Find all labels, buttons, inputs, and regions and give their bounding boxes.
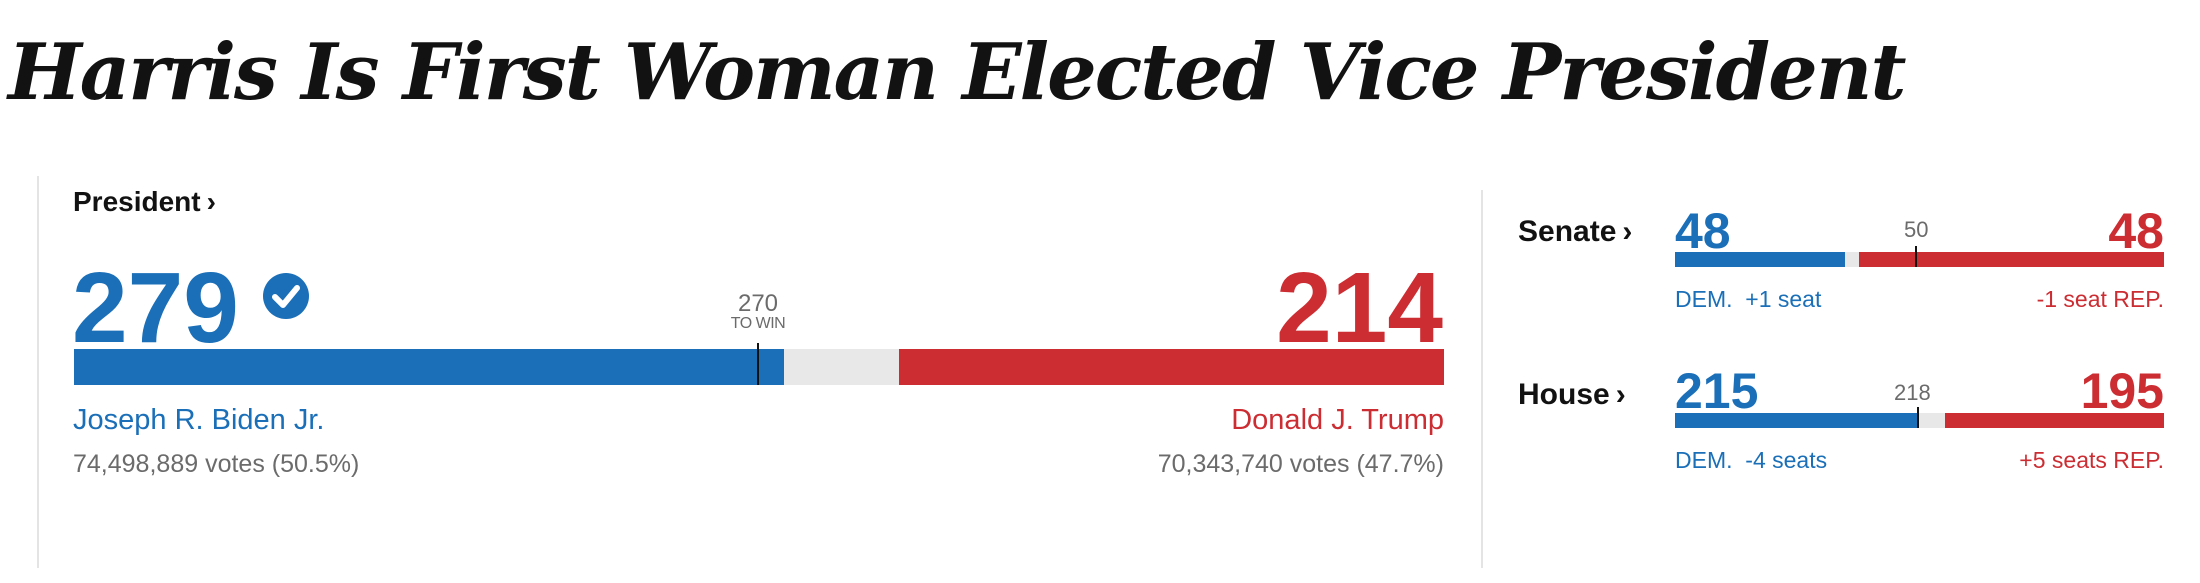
house-rep-change: +5 seats REP. <box>2019 447 2164 474</box>
center-divider <box>1481 190 1483 568</box>
house-dem-seats: 215 <box>1675 363 1759 419</box>
dem-change-value: -4 seats <box>1745 447 1828 473</box>
chevron-right-icon: › <box>206 186 216 217</box>
threshold-text: TO WIN <box>730 315 786 332</box>
rep-candidate-name[interactable]: Donald J. Trump <box>1231 404 1444 436</box>
rep-change-value: +5 seats <box>2019 447 2107 473</box>
house-dem-bar <box>1675 413 1917 428</box>
president-label: President <box>73 186 201 217</box>
senate-link[interactable]: Senate › <box>1518 215 1632 249</box>
dem-electoral-bar <box>74 349 784 385</box>
senate-dem-seats: 48 <box>1675 203 1731 259</box>
rep-vote-count: 70,343,740 votes (47.7%) <box>1157 450 1444 478</box>
threshold-marker <box>757 343 759 385</box>
house-threshold: 218 <box>1894 380 1931 405</box>
dem-change-value: +1 seat <box>1745 286 1822 312</box>
dem-electoral-votes: 279 <box>72 252 239 364</box>
senate-rep-change: -1 seat REP. <box>2037 286 2164 313</box>
rep-electoral-bar <box>899 349 1444 385</box>
threshold-number: 270 <box>737 290 779 317</box>
president-link[interactable]: President › <box>73 186 216 218</box>
dem-vote-count: 74,498,889 votes (50.5%) <box>73 450 360 478</box>
dem-label: DEM. <box>1675 447 1733 473</box>
senate-threshold: 50 <box>1904 217 1929 242</box>
house-rep-bar <box>1945 413 2164 428</box>
senate-dem-bar <box>1675 252 1845 267</box>
headline[interactable]: Harris Is First Woman Elected Vice Presi… <box>8 27 1907 118</box>
chevron-right-icon: › <box>1622 215 1633 248</box>
house-link[interactable]: House › <box>1518 378 1626 412</box>
dem-candidate-name[interactable]: Joseph R. Biden Jr. <box>73 404 325 436</box>
senate-rep-bar <box>1859 252 2164 267</box>
house-bar <box>1675 413 2164 428</box>
house-rep-seats: 195 <box>2080 363 2164 419</box>
senate-rep-seats: 48 <box>2108 203 2164 259</box>
check-circle-icon <box>263 273 309 319</box>
senate-threshold-marker <box>1915 246 1917 267</box>
house-dem-change: DEM. -4 seats <box>1675 447 1827 474</box>
house-threshold-marker <box>1917 407 1919 428</box>
chevron-right-icon: › <box>1615 378 1626 411</box>
senate-dem-change: DEM. +1 seat <box>1675 286 1821 313</box>
dem-label: DEM. <box>1675 286 1733 312</box>
senate-label: Senate <box>1518 215 1617 248</box>
electoral-bar <box>74 349 1444 385</box>
rep-electoral-votes: 214 <box>1276 252 1443 364</box>
left-divider <box>37 176 39 568</box>
house-label: House <box>1518 378 1610 411</box>
win-threshold: 270 TO WIN <box>700 292 816 332</box>
rep-change-value: -1 seat <box>2036 286 2107 312</box>
senate-bar <box>1675 252 2164 267</box>
rep-label: REP. <box>2113 447 2164 473</box>
rep-label: REP. <box>2113 286 2164 312</box>
